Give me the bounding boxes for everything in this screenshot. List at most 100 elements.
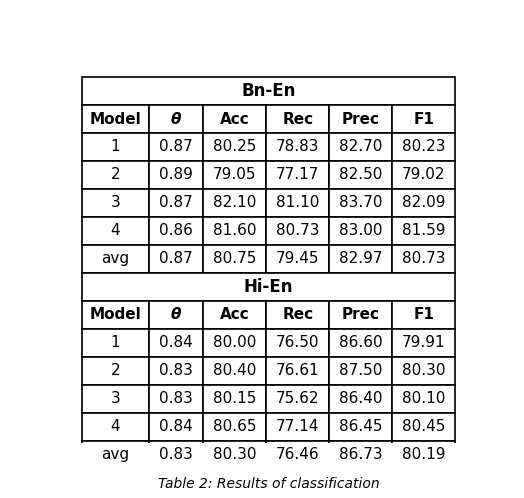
Text: Rec: Rec [282, 307, 313, 322]
Bar [392, 217, 455, 245]
Text: 82.09: 82.09 [402, 196, 445, 211]
Bar [82, 357, 149, 385]
Bar [82, 77, 455, 105]
Text: 79.02: 79.02 [402, 167, 445, 182]
Bar [330, 329, 392, 357]
Bar [266, 245, 330, 273]
Bar [149, 413, 203, 441]
Text: Table 2: Results of classification: Table 2: Results of classification [158, 477, 379, 491]
Text: 80.40: 80.40 [213, 364, 257, 378]
Bar [203, 301, 266, 329]
Bar [330, 105, 392, 133]
Text: 0.83: 0.83 [159, 447, 193, 463]
Text: 0.87: 0.87 [159, 196, 193, 211]
Bar [149, 133, 203, 161]
Bar [149, 329, 203, 357]
Text: 80.19: 80.19 [402, 447, 445, 463]
Text: Rec: Rec [282, 112, 313, 126]
Text: F1: F1 [413, 112, 434, 126]
Text: 80.73: 80.73 [402, 251, 445, 266]
Text: 86.40: 86.40 [339, 391, 383, 406]
Bar [149, 301, 203, 329]
Bar [392, 441, 455, 469]
Bar [82, 413, 149, 441]
Bar [330, 161, 392, 189]
Bar [266, 385, 330, 413]
Text: 1: 1 [111, 336, 120, 351]
Bar [392, 245, 455, 273]
Bar [82, 133, 149, 161]
Text: 80.73: 80.73 [276, 224, 320, 239]
Text: Model: Model [90, 112, 141, 126]
Text: 2: 2 [111, 364, 120, 378]
Bar [203, 189, 266, 217]
Text: 0.83: 0.83 [159, 391, 193, 406]
Bar [149, 217, 203, 245]
Bar [149, 245, 203, 273]
Bar [392, 357, 455, 385]
Bar [82, 301, 149, 329]
Bar [82, 385, 149, 413]
Text: 80.75: 80.75 [213, 251, 257, 266]
Text: 80.00: 80.00 [213, 336, 257, 351]
Text: 2: 2 [111, 167, 120, 182]
Text: 3: 3 [111, 391, 121, 406]
Bar [266, 161, 330, 189]
Bar [266, 357, 330, 385]
Text: 82.97: 82.97 [339, 251, 383, 266]
Bar [149, 189, 203, 217]
Bar [203, 413, 266, 441]
Text: 0.86: 0.86 [159, 224, 193, 239]
Text: 79.45: 79.45 [276, 251, 320, 266]
Bar [203, 161, 266, 189]
Bar [82, 245, 149, 273]
Text: Model: Model [90, 307, 141, 322]
Bar [203, 133, 266, 161]
Text: 0.87: 0.87 [159, 139, 193, 154]
Bar [82, 105, 149, 133]
Bar [330, 413, 392, 441]
Text: 83.00: 83.00 [339, 224, 383, 239]
Text: 0.84: 0.84 [159, 419, 193, 434]
Bar [203, 105, 266, 133]
Bar [392, 189, 455, 217]
Text: 80.65: 80.65 [213, 419, 257, 434]
Text: 80.10: 80.10 [402, 391, 445, 406]
Text: 86.60: 86.60 [339, 336, 383, 351]
Bar [266, 133, 330, 161]
Text: 81.59: 81.59 [402, 224, 445, 239]
Text: 4: 4 [111, 224, 120, 239]
Text: 76.46: 76.46 [276, 447, 320, 463]
Bar [266, 441, 330, 469]
Text: F1: F1 [413, 307, 434, 322]
Bar [392, 301, 455, 329]
Text: 3: 3 [111, 196, 121, 211]
Bar [203, 329, 266, 357]
Bar [392, 413, 455, 441]
Bar [149, 441, 203, 469]
Text: Hi-En: Hi-En [244, 278, 293, 296]
Text: Bn-En: Bn-En [242, 82, 296, 100]
Text: 82.10: 82.10 [213, 196, 257, 211]
Bar [330, 189, 392, 217]
Bar [330, 133, 392, 161]
Bar [203, 217, 266, 245]
Bar [82, 441, 149, 469]
Text: 4: 4 [111, 419, 120, 434]
Bar [266, 301, 330, 329]
Text: 82.50: 82.50 [339, 167, 383, 182]
Bar [149, 357, 203, 385]
Text: 82.70: 82.70 [339, 139, 383, 154]
Bar [203, 245, 266, 273]
Bar [392, 329, 455, 357]
Text: 0.84: 0.84 [159, 336, 193, 351]
Text: Acc: Acc [220, 307, 250, 322]
Text: avg: avg [101, 251, 129, 266]
Bar [392, 133, 455, 161]
Text: 80.45: 80.45 [402, 419, 445, 434]
Text: 78.83: 78.83 [276, 139, 320, 154]
Text: 0.89: 0.89 [159, 167, 193, 182]
Text: Prec: Prec [342, 112, 380, 126]
Text: θ: θ [171, 307, 181, 322]
Bar [82, 329, 149, 357]
